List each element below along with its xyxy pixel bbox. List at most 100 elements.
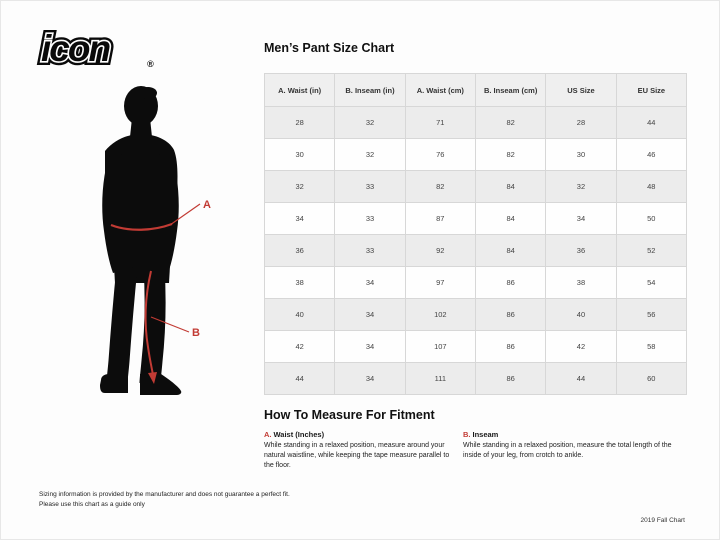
- table-cell: 44: [263, 362, 336, 395]
- measure-section: How To Measure For Fitment A. Waist (Inch…: [264, 408, 687, 471]
- disclaimer-line: Please use this chart as a guide only: [39, 501, 145, 509]
- logo-text-outline: icon: [41, 28, 110, 69]
- measure-heading: How To Measure For Fitment: [264, 408, 435, 422]
- table-cell: 33: [334, 202, 406, 235]
- table-cell: 84: [474, 202, 547, 235]
- table-cell: 52: [615, 234, 688, 267]
- table-row: 34 33 87 84 34 50: [263, 202, 688, 235]
- logo-text: icon: [41, 28, 110, 69]
- table-cell: 30: [263, 138, 336, 171]
- body-silhouette: A B: [100, 86, 211, 395]
- table-cell: 86: [474, 266, 547, 299]
- table-cell: 34: [334, 330, 406, 363]
- table-cell: 32: [334, 138, 406, 171]
- table-row: 28 32 71 82 28 44: [263, 106, 688, 139]
- table-cell: 36: [263, 234, 336, 267]
- measure-item-title: Waist (Inches): [273, 430, 325, 439]
- table-cell: 42: [263, 330, 336, 363]
- table-cell: 48: [615, 170, 688, 203]
- table-cell: 30: [545, 138, 617, 171]
- waist-pointer-line: [169, 203, 201, 226]
- table-cell: 102: [404, 298, 476, 331]
- table-cell: 42: [545, 330, 617, 363]
- inseam-marker-line: [144, 270, 154, 376]
- measurement-annotations: A B: [110, 199, 211, 384]
- table-cell: 76: [404, 138, 476, 171]
- table-cell: 111: [404, 362, 476, 395]
- table-cell: 87: [404, 202, 476, 235]
- table-cell: 86: [474, 330, 547, 363]
- registered-trademark: ®: [147, 59, 154, 69]
- table-body: 28 32 71 82 28 44 30 32 76 82 30 46 32 33 82 84 32 48 34 33…: [263, 106, 688, 395]
- measure-item-text: While standing in a relaxed position, me…: [463, 442, 672, 460]
- table-cell: 54: [615, 266, 688, 299]
- table-cell: 82: [474, 106, 547, 139]
- table-header-row: A. Waist (in) B. Inseam (in) A. Waist (cm)…: [263, 73, 688, 107]
- marker-b-label: B: [192, 327, 200, 339]
- table-header-cell: B. Inseam (in): [334, 73, 406, 107]
- table-cell: 71: [404, 106, 476, 139]
- table-row: 30 32 76 82 30 46: [263, 138, 688, 171]
- table-cell: 36: [545, 234, 617, 267]
- table-cell: 86: [474, 362, 547, 395]
- table-row: 36 33 92 84 36 52: [263, 234, 688, 267]
- table-cell: 28: [545, 106, 617, 139]
- table-header-cell: B. Inseam (cm): [474, 73, 547, 107]
- marker-a-key: A.: [264, 430, 272, 439]
- table-cell: 33: [334, 170, 406, 203]
- page-title: Men’s Pant Size Chart: [264, 41, 395, 55]
- table-cell: 44: [545, 362, 617, 395]
- table-cell: 34: [334, 298, 406, 331]
- measure-item-waist: A. Waist (Inches) While standing in a rel…: [264, 430, 463, 471]
- table-row: 40 34 102 86 40 56: [263, 298, 688, 331]
- marker-a-label: A: [203, 199, 211, 211]
- measure-item-label: A. Waist (Inches): [264, 430, 463, 439]
- table-cell: 38: [545, 266, 617, 299]
- table-cell: 32: [334, 106, 406, 139]
- marker-b-key: B.: [463, 430, 471, 439]
- table-cell: 46: [615, 138, 688, 171]
- table-cell: 40: [545, 298, 617, 331]
- table-cell: 33: [334, 234, 406, 267]
- measure-item-title: Inseam: [472, 430, 499, 439]
- table-cell: 60: [615, 362, 688, 395]
- table-row: 44 34 111 86 44 60: [263, 362, 688, 395]
- inseam-arrowhead: [148, 372, 157, 384]
- table-cell: 92: [404, 234, 476, 267]
- table-cell: 32: [263, 170, 336, 203]
- table-row: 32 33 82 84 32 48: [263, 170, 688, 203]
- measure-item-text: While standing in a relaxed position, me…: [264, 442, 450, 470]
- table-cell: 82: [474, 138, 547, 171]
- table-header-cell: US Size: [545, 73, 617, 107]
- table-row: 42 34 107 86 42 58: [263, 330, 688, 363]
- table-cell: 84: [474, 234, 547, 267]
- table-cell: 34: [334, 362, 406, 395]
- table-cell: 97: [404, 266, 476, 299]
- table-cell: 34: [334, 266, 406, 299]
- table-header-cell: A. Waist (in): [263, 73, 336, 107]
- size-table: A. Waist (in) B. Inseam (in) A. Waist (cm)…: [263, 73, 688, 395]
- table-header-cell: EU Size: [615, 73, 688, 107]
- table-cell: 56: [615, 298, 688, 331]
- table-cell: 82: [404, 170, 476, 203]
- table-row: 38 34 97 86 38 54: [263, 266, 688, 299]
- table-cell: 50: [615, 202, 688, 235]
- table-cell: 58: [615, 330, 688, 363]
- table-cell: 34: [545, 202, 617, 235]
- disclaimer-line: Sizing information is provided by the ma…: [39, 491, 290, 498]
- measure-item-inseam: B. Inseam While standing in a relaxed pos…: [463, 430, 687, 471]
- table-header-cell: A. Waist (cm): [404, 73, 476, 107]
- inseam-pointer-line: [150, 316, 190, 333]
- table-cell: 107: [404, 330, 476, 363]
- table-cell: 40: [263, 298, 336, 331]
- table-cell: 34: [263, 202, 336, 235]
- table-cell: 44: [615, 106, 688, 139]
- silhouette-legs: [106, 265, 166, 384]
- waist-marker-line: [110, 222, 173, 231]
- measure-item-label: B. Inseam: [463, 430, 687, 439]
- table-cell: 38: [263, 266, 336, 299]
- table-cell: 86: [474, 298, 547, 331]
- chart-version: 2019 Fall Chart: [640, 517, 685, 524]
- table-cell: 32: [545, 170, 617, 203]
